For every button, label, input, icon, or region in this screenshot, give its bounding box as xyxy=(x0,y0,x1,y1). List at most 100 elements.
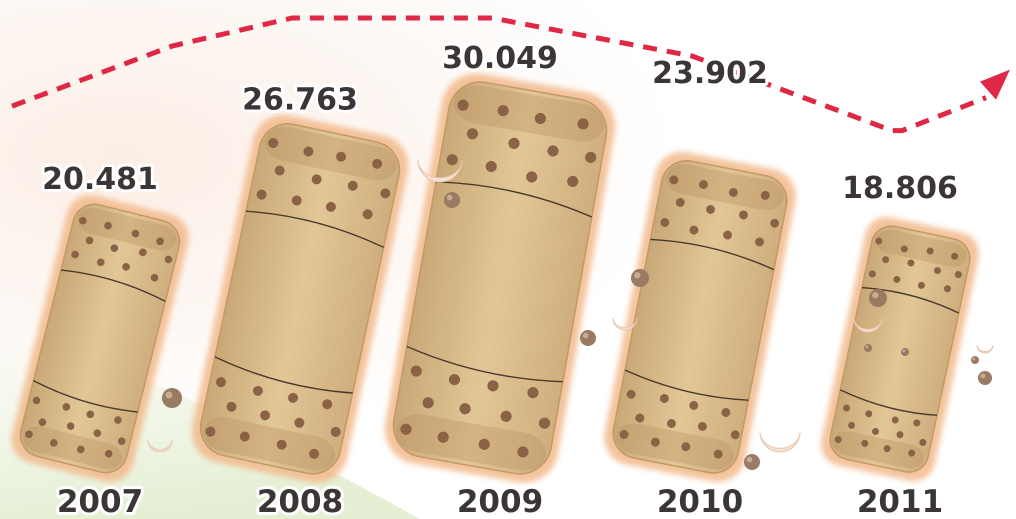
biscuit-dot xyxy=(110,244,119,252)
biscuit-band-edge xyxy=(839,389,938,417)
biscuit-dot xyxy=(660,218,670,227)
labels-layer: 20.481 26.763 30.049 23.902 18.806 2007 2008 20… xyxy=(39,38,961,519)
biscuit-dot xyxy=(517,446,529,458)
biscuit-band-edge xyxy=(60,269,166,303)
crumb-highlight xyxy=(980,373,986,379)
value-label: 18.806 xyxy=(842,171,958,206)
crumb-icon xyxy=(580,330,596,346)
biscuit-dot xyxy=(288,392,299,403)
biscuit-dot xyxy=(294,417,305,428)
biscuit-dot xyxy=(875,237,883,245)
biscuit-dot xyxy=(437,431,449,443)
crumb-icon xyxy=(631,269,649,287)
biscuit-dot xyxy=(79,216,87,225)
biscuit-dot xyxy=(919,438,927,446)
biscuit-dot xyxy=(500,410,512,422)
biscuit-dot xyxy=(448,374,461,386)
crescent-crumb-icon xyxy=(759,431,801,453)
biscuit-dot xyxy=(577,118,589,130)
biscuit-shade xyxy=(876,229,967,267)
value-label: 30.049 xyxy=(442,41,558,76)
biscuit-dot xyxy=(49,439,58,447)
biscuit-shade xyxy=(78,207,177,251)
biscuit-dot xyxy=(619,430,629,439)
biscuit-dot xyxy=(309,448,320,459)
biscuit-dot xyxy=(526,171,538,183)
crescent-crumb-icon xyxy=(147,439,173,453)
crumb-icon xyxy=(869,289,887,307)
biscuit-dot xyxy=(325,201,336,212)
crumb-icon xyxy=(978,371,992,385)
biscuit-dot xyxy=(114,416,122,424)
biscuit-dot xyxy=(538,417,551,429)
biscuit-dot xyxy=(842,404,850,412)
crescent-crumb-icon xyxy=(417,159,463,183)
biscuit-dot xyxy=(239,431,250,442)
biscuit-dot xyxy=(626,389,636,399)
biscuit-dot xyxy=(699,180,708,189)
biscuit-dot xyxy=(156,237,164,246)
category-label: 2011 xyxy=(857,484,943,519)
category-label: 2007 xyxy=(57,484,143,519)
biscuit-dot xyxy=(861,439,869,447)
biscuit-bar xyxy=(821,216,979,482)
biscuit-dot xyxy=(457,99,469,111)
biscuit-band-edge xyxy=(214,356,353,394)
biscuit-dot xyxy=(713,449,723,459)
biscuit-dot xyxy=(868,270,876,278)
biscuit-dot xyxy=(547,145,559,157)
biscuit-dot xyxy=(93,429,102,438)
crumb-highlight xyxy=(865,345,869,349)
biscuit-dot xyxy=(689,400,699,410)
biscuit-dot xyxy=(276,439,287,450)
crumb-highlight xyxy=(972,357,976,361)
biscuit-dot xyxy=(913,419,921,427)
biscuit-dot xyxy=(926,247,934,255)
crumb-icon xyxy=(901,348,909,356)
biscuit-band-edge xyxy=(406,345,563,383)
biscuit-dot xyxy=(131,229,140,238)
crumb-highlight xyxy=(902,349,906,353)
crumb-highlight xyxy=(582,332,589,339)
crumb-icon xyxy=(744,454,760,470)
biscuit-dot xyxy=(410,365,422,377)
biscuit-dot xyxy=(739,210,748,220)
biscuit-band-edge xyxy=(861,286,960,314)
biscuit-dot xyxy=(122,263,130,271)
biscuit-dot xyxy=(76,445,85,454)
value-label: 23.902 xyxy=(652,56,768,91)
biscuit-dot xyxy=(71,250,79,259)
biscuit-dot xyxy=(268,138,279,148)
biscuit-dot xyxy=(478,438,490,450)
biscuit-dot xyxy=(311,174,322,185)
trend-line-layer xyxy=(11,15,1010,134)
biscuit-dot xyxy=(322,399,333,410)
biscuit-dot xyxy=(422,397,434,409)
biscuit-dot xyxy=(896,431,904,439)
biscuit-dot xyxy=(252,385,263,396)
biscuit-dot xyxy=(681,442,691,452)
biscuit-dot xyxy=(62,403,71,411)
biscuit-dot xyxy=(666,419,676,428)
biscuit-shade xyxy=(203,417,336,471)
biscuit-dot xyxy=(697,422,707,431)
biscuit-dot xyxy=(706,205,715,214)
crumb-icon xyxy=(444,192,460,208)
crumb-highlight xyxy=(165,391,173,399)
biscuit-dot xyxy=(274,165,285,176)
biscuit-dot xyxy=(372,158,383,169)
biscuit-dot xyxy=(689,225,699,235)
biscuit-dot xyxy=(669,175,679,185)
trend-arrow-icon xyxy=(980,69,1010,100)
biscuit-dot xyxy=(527,387,539,399)
crumb-highlight xyxy=(634,272,641,279)
biscuit-dot xyxy=(900,245,908,253)
biscuit-dot xyxy=(729,188,738,197)
biscuit-bar xyxy=(604,151,796,482)
biscuit-dot xyxy=(723,230,733,240)
biscuit-dot xyxy=(755,237,764,247)
biscuit-dot xyxy=(882,256,890,264)
biscuit-dot xyxy=(865,410,873,418)
category-label: 2008 xyxy=(257,484,343,519)
